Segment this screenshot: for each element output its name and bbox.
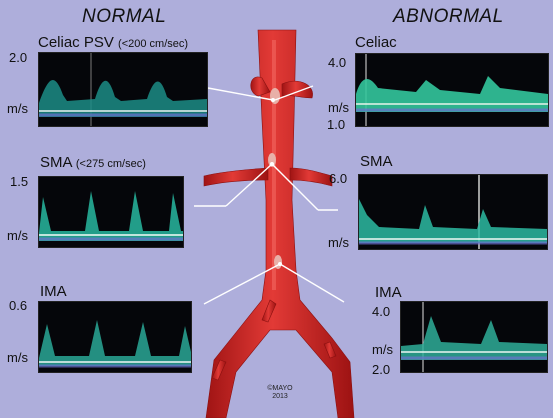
abnormal-celiac-units: m/s: [328, 100, 349, 115]
normal-sma-units: m/s: [7, 228, 28, 243]
normal-ima-title: IMA: [40, 283, 67, 300]
stenosis-markers: [268, 88, 282, 269]
normal-celiac-scale-top: 2.0: [9, 50, 28, 65]
abnormal-ima-title: IMA: [375, 284, 402, 301]
normal-ima-scale-top: 0.6: [9, 298, 28, 313]
abnormal-ima-scale-bottom: 2.0: [372, 362, 391, 377]
abnormal-ima-units: m/s: [372, 342, 393, 357]
abnormal-sma-doppler: [358, 174, 548, 250]
abnormal-ima-scale-top: 4.0: [372, 304, 391, 319]
normal-celiac-doppler: [38, 52, 208, 127]
normal-ima-units: m/s: [7, 350, 28, 365]
normal-sma-title: SMA (<275 cm/sec): [40, 154, 146, 171]
abnormal-sma-title: SMA: [360, 153, 393, 170]
normal-celiac-units: m/s: [7, 101, 28, 116]
abnormal-ima-doppler: [400, 301, 548, 373]
normal-sma-doppler: [38, 176, 184, 248]
abnormal-celiac-scale-bottom: 1.0: [327, 117, 346, 132]
abnormal-celiac-doppler: [355, 53, 549, 127]
aorta: [203, 29, 355, 418]
leader-lines: [194, 85, 345, 305]
copyright-mark: ©MAYO 2013: [267, 385, 293, 400]
normal-sma-scale-top: 1.5: [10, 174, 29, 189]
abnormal-sma-scale-top: 6.0: [329, 171, 348, 186]
abnormal-celiac-title: Celiac: [355, 34, 397, 51]
abnormal-sma-units: m/s: [328, 235, 349, 250]
abnormal-heading: ABNORMAL: [393, 6, 504, 27]
normal-celiac-title: Celiac PSV (<200 cm/sec): [38, 34, 189, 51]
normal-ima-doppler: [38, 301, 192, 373]
abnormal-celiac-scale-top: 4.0: [328, 55, 347, 70]
normal-heading: NORMAL: [82, 6, 167, 27]
